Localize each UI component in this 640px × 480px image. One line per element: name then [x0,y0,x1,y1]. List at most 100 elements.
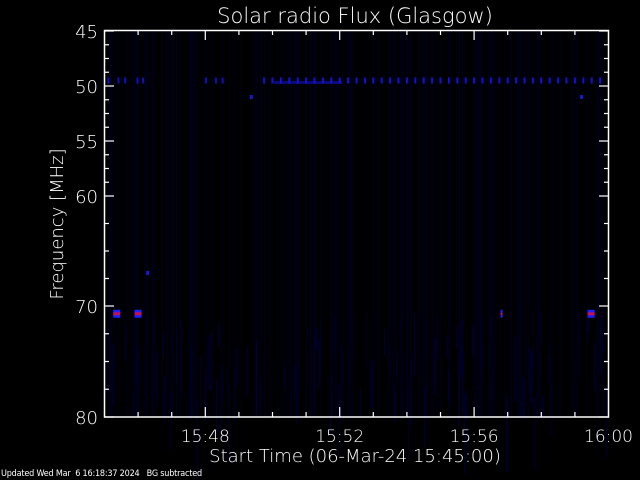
noise-streak [586,31,588,417]
noise-streak [414,312,416,377]
noise-streak [532,346,534,370]
noise-streak [282,31,284,417]
noise-streak [594,342,596,391]
noise-streak [352,31,354,417]
pulse-mark [456,77,459,84]
noise-streak [516,31,518,417]
noise-streak [536,31,538,417]
x-tick-label: 15:48 [181,427,230,447]
noise-streak [460,320,462,378]
noise-streak [228,31,230,417]
noise-streak [136,346,138,384]
pulse-mark [117,77,120,84]
hot-spot-core [587,312,595,316]
noise-streak [338,385,340,458]
noise-streak [550,355,552,435]
y-tick-label: 60 [75,187,98,208]
noise-streak [234,31,236,417]
noise-streak [374,31,376,417]
hot-spot-core [134,312,142,316]
noise-streak [472,325,474,357]
noise-streak [176,31,178,417]
noise-streak [318,339,320,388]
noise-streak [366,31,368,417]
noise-streak [190,346,192,420]
noise-streak [410,358,412,425]
noise-streak [588,310,590,334]
faint-band [274,81,342,84]
noise-streak [260,381,262,409]
noise-streak [458,357,460,428]
noise-streak [138,31,140,417]
pulse-mark [582,77,585,84]
noise-streak [284,31,286,417]
noise-streak [408,31,410,417]
spectrogram-background [106,31,608,479]
noise-streak [480,31,482,417]
noise-streak [320,31,322,417]
noise-streak [348,31,350,417]
noise-streak [216,378,218,435]
noise-streak [596,31,598,417]
noise-streak [254,31,256,417]
noise-streak [290,31,292,417]
noise-streak [510,31,512,417]
pulse-mark [447,77,450,84]
noise-streak [540,31,542,417]
noise-streak [220,31,222,417]
noise-streak [284,366,286,388]
pulse-mark [523,77,526,84]
noise-streak [548,31,550,417]
noise-streak [334,317,336,359]
noise-streak [228,382,230,462]
footer-status: Updated Wed Mar 6 16:18:37 2024 BG subtr… [1,469,202,479]
y-tick-label: 55 [75,132,98,153]
pulse-mark [515,77,518,84]
pulse-mark [214,77,217,84]
noise-streak [134,31,136,417]
noise-streak [194,31,196,417]
noise-streak [462,346,464,413]
noise-streak [406,31,408,417]
noise-streak [336,31,338,417]
noise-streak [240,31,242,417]
noise-streak [426,31,428,417]
noise-streak [138,357,140,415]
pulse-mark [573,77,576,84]
pulse-mark [590,77,593,84]
pulse-mark [389,77,392,84]
noise-streak [246,346,248,397]
noise-streak [190,31,192,417]
noise-streak [606,385,608,458]
pulse-mark [321,77,324,84]
pulse-mark [271,77,274,84]
noise-streak [132,31,134,417]
noise-streak [482,31,484,417]
noise-streak [340,346,342,421]
pulse-mark [221,77,224,84]
noise-streak [234,368,236,422]
noise-streak [464,393,466,474]
hot-spot-core [500,312,503,315]
bg-subtracted-note: BG subtracted [146,469,203,479]
noise-streak [150,31,152,417]
noise-streak [390,31,392,417]
noise-streak [212,31,214,417]
pulse-mark [540,77,543,84]
hot-spot [580,95,584,99]
noise-streak [256,340,258,414]
noise-streak [162,31,164,417]
noise-streak [264,31,266,417]
noise-streak [314,31,316,417]
noise-streak [538,31,540,417]
noise-streak [320,318,322,377]
noise-streak [132,391,134,416]
noise-streak [330,375,332,435]
pulse-mark [473,77,476,84]
noise-streak [436,31,438,417]
noise-streak [360,387,362,418]
noise-streak [154,317,156,397]
noise-streak [152,31,154,417]
noise-streak [394,31,396,417]
noise-streak [422,31,424,417]
